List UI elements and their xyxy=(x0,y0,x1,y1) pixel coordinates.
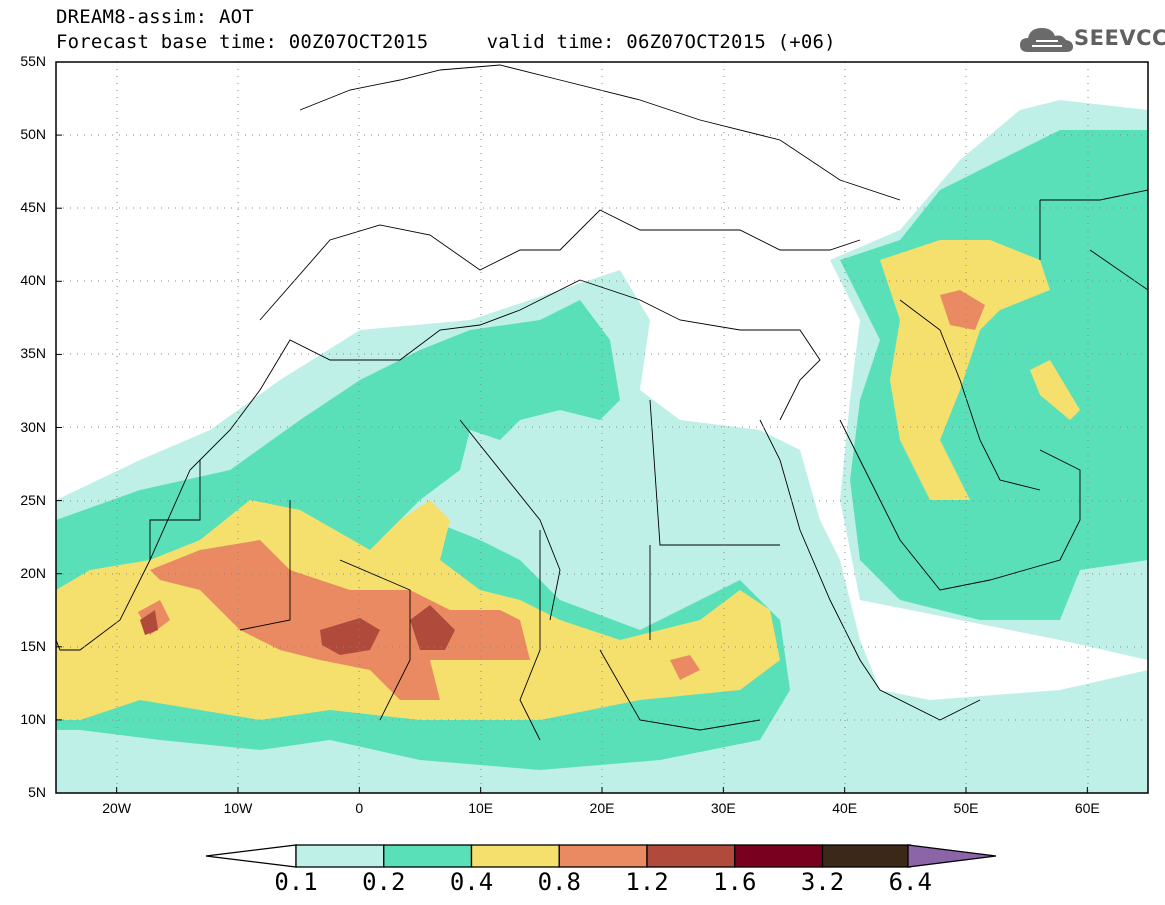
colorbar-label: 0.2 xyxy=(362,868,406,896)
colorbar-under-triangle xyxy=(205,844,297,868)
colorbar-box xyxy=(646,844,736,868)
lon-tick-label: 20E xyxy=(589,800,615,816)
colorbar-label: 1.2 xyxy=(625,868,669,896)
lat-tick-label: 10N xyxy=(20,710,46,727)
colorbar-box xyxy=(295,844,385,868)
lat-tick-label: 15N xyxy=(20,637,46,654)
graticule xyxy=(56,62,1148,793)
lat-tick-label: 30N xyxy=(20,418,46,435)
aot-contour-1.2 xyxy=(140,605,455,655)
colorbar-label: 0.1 xyxy=(274,868,318,896)
cloud-icon xyxy=(1020,28,1073,52)
lon-tick-label: 50E xyxy=(953,800,979,816)
colorbar-box xyxy=(558,844,648,868)
lat-tick-label: 20N xyxy=(20,564,46,581)
lat-tick-label: 40N xyxy=(20,272,46,289)
colorbar-label: 3.2 xyxy=(800,868,845,896)
colorbar-label: 0.8 xyxy=(537,868,581,896)
colorbar-label: 6.4 xyxy=(888,868,932,896)
colorbar xyxy=(205,844,997,868)
lon-tick-label: 30E xyxy=(710,800,736,816)
colorbar-box xyxy=(734,844,824,868)
lat-tick-label: 5N xyxy=(28,784,46,800)
forecast-times: Forecast base time: 00Z07OCT2015 valid t… xyxy=(56,31,836,53)
lon-tick-label: 40E xyxy=(832,800,858,816)
lon-tick-label: 10E xyxy=(468,800,494,816)
lon-tick-label: 20W xyxy=(102,800,132,816)
lat-tick-label: 55N xyxy=(20,53,46,69)
colorbar-box xyxy=(470,844,560,868)
colorbar-label: 0.4 xyxy=(449,868,494,896)
logo-text: SEEVCCC xyxy=(1074,26,1165,50)
lon-tick-label: 10W xyxy=(223,800,253,816)
lat-tick-label: 25N xyxy=(20,491,46,508)
colorbar-box xyxy=(383,844,473,868)
map-title: DREAM8-assim: AOT xyxy=(56,6,254,28)
colorbar-over-triangle xyxy=(907,844,997,868)
aot-contour-0.8 xyxy=(138,290,985,700)
colorbar-box xyxy=(821,844,911,868)
colorbar-label: 1.6 xyxy=(713,868,757,896)
lat-tick-label: 45N xyxy=(20,199,46,216)
lat-tick-label: 35N xyxy=(20,345,46,362)
lat-tick-label: 50N xyxy=(20,126,46,143)
lon-tick-label: 60E xyxy=(1074,800,1100,816)
lon-tick-label: 0 xyxy=(355,800,364,816)
